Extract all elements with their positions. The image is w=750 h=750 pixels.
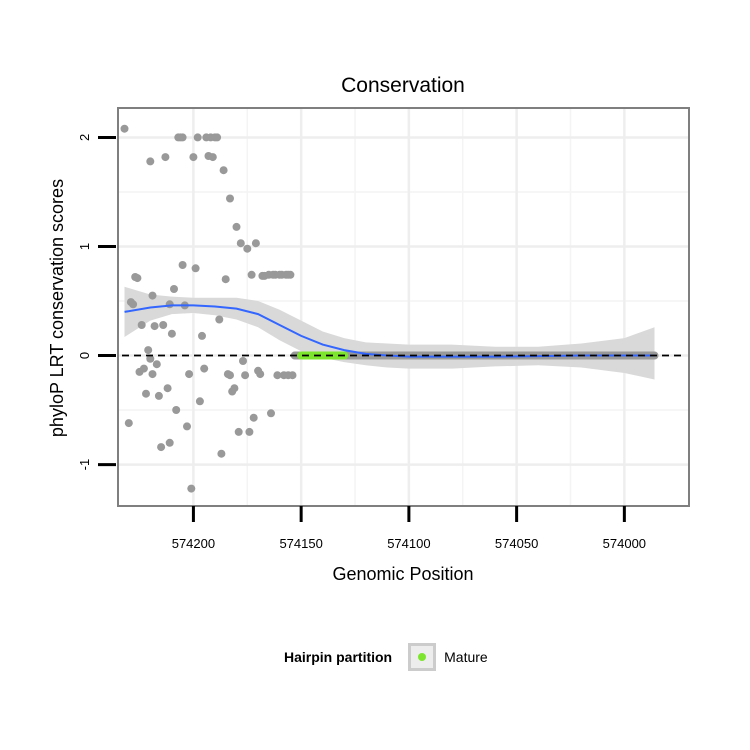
data-point: [241, 371, 250, 380]
data-point: [187, 484, 196, 493]
data-point: [152, 360, 161, 369]
chart-title: Conservation: [341, 74, 465, 97]
data-point: [243, 244, 252, 253]
data-point: [120, 124, 129, 133]
data-point: [251, 239, 260, 248]
y-tick-label: 1: [77, 243, 92, 250]
x-tick-label: 574050: [495, 536, 538, 551]
data-point: [170, 285, 178, 293]
panel-border: [117, 107, 690, 507]
data-point: [267, 409, 275, 418]
data-point: [129, 300, 138, 309]
y-axis-label: phyloP LRT conservation scores: [47, 179, 67, 437]
data-point: [193, 133, 202, 142]
data-point: [230, 384, 239, 393]
x-tick-label: 574150: [279, 536, 322, 551]
data-point: [232, 222, 241, 231]
x-tick-label: 574200: [172, 536, 215, 551]
data-point: [191, 264, 200, 273]
data-point: [288, 371, 297, 380]
data-point: [208, 153, 217, 162]
data-point: [172, 406, 181, 414]
data-point: [144, 346, 153, 355]
data-point: [146, 157, 155, 166]
data-point: [249, 413, 258, 422]
data-point: [178, 261, 187, 269]
legend-title: Hairpin partition: [284, 649, 393, 665]
y-tick-label: 0: [77, 352, 92, 359]
x-axis-label: Genomic Position: [332, 564, 473, 584]
data-point: [133, 274, 142, 283]
data-point: [165, 300, 174, 309]
data-point: [221, 275, 230, 284]
data-point: [213, 133, 222, 142]
data-point: [236, 239, 245, 248]
data-point: [234, 427, 243, 436]
data-point: [239, 357, 247, 365]
data-point: [245, 427, 254, 436]
data-point: [146, 354, 155, 363]
data-point: [178, 133, 187, 142]
data-point: [124, 419, 133, 428]
legend-key-mature: [408, 643, 437, 671]
data-point: [161, 153, 170, 162]
legend: Hairpin partition Mature: [284, 640, 488, 674]
legend-label-mature: Mature: [444, 649, 488, 665]
x-tick-label: 574000: [603, 536, 646, 551]
data-point: [195, 397, 204, 406]
data-point: [189, 153, 198, 162]
data-point: [198, 331, 206, 340]
data-point: [167, 329, 176, 338]
data-point: [142, 389, 150, 398]
data-point: [200, 364, 209, 373]
data-point: [256, 370, 265, 379]
data-point: [139, 364, 148, 373]
data-point: [163, 384, 172, 393]
data-point: [157, 443, 166, 452]
data-point: [165, 438, 174, 447]
data-point: [215, 315, 224, 324]
plot-area: 574200 574150 574100 574050 574000 -1 0 1 2: [77, 107, 690, 551]
data-point: [154, 391, 163, 400]
data-point: [183, 422, 191, 431]
legend-dot-icon: [418, 653, 427, 661]
data-point: [247, 270, 256, 279]
data-point: [159, 321, 168, 329]
data-point: [185, 370, 194, 379]
data-point: [219, 166, 228, 175]
y-tick-label: -1: [77, 459, 92, 471]
data-point: [217, 449, 226, 458]
data-point: [148, 291, 157, 300]
data-point: [226, 194, 234, 203]
data-point: [137, 321, 146, 329]
data-point: [273, 371, 282, 380]
data-point: [286, 270, 295, 279]
x-tick-label: 574100: [387, 536, 430, 551]
data-point: [226, 371, 234, 380]
y-tick-label: 2: [77, 134, 92, 141]
data-point: [148, 370, 157, 379]
data-point: [150, 322, 159, 331]
